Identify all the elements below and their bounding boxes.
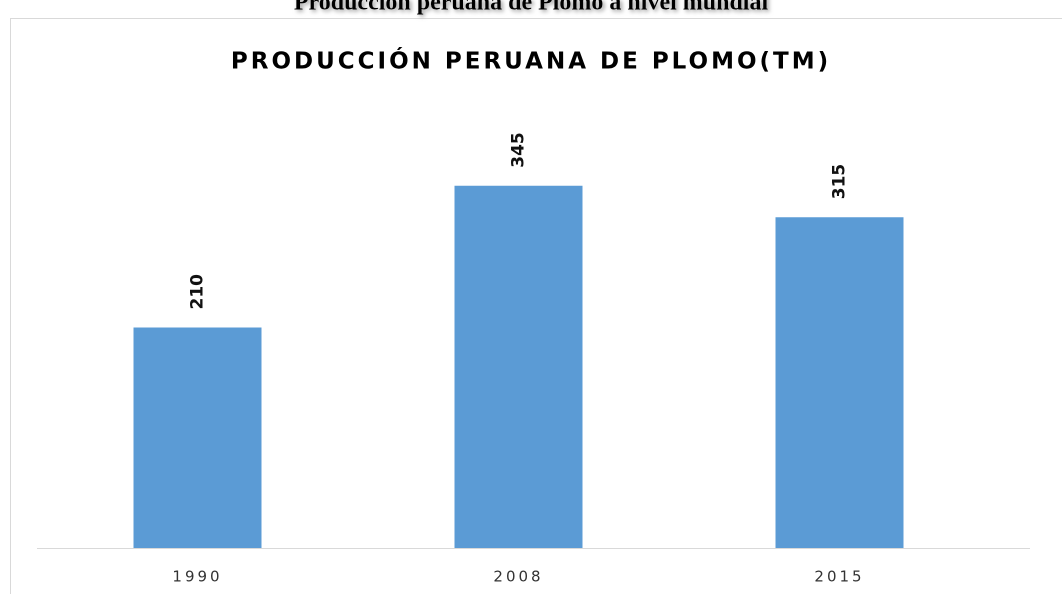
x-tick-label: 1990 — [172, 568, 222, 586]
data-label: 210 — [188, 274, 208, 310]
data-label: 345 — [509, 132, 529, 168]
bar — [454, 185, 583, 548]
data-label: 315 — [830, 164, 850, 200]
x-tick-label: 2015 — [814, 568, 864, 586]
caption: Producción peruana de Plomo a nivel mund… — [294, 0, 769, 16]
bar — [133, 327, 262, 548]
chart-title: PRODUCCIÓN PERUANA DE PLOMO(TM) — [231, 47, 831, 75]
x-tick-label: 2008 — [493, 568, 543, 586]
bar — [775, 217, 904, 548]
